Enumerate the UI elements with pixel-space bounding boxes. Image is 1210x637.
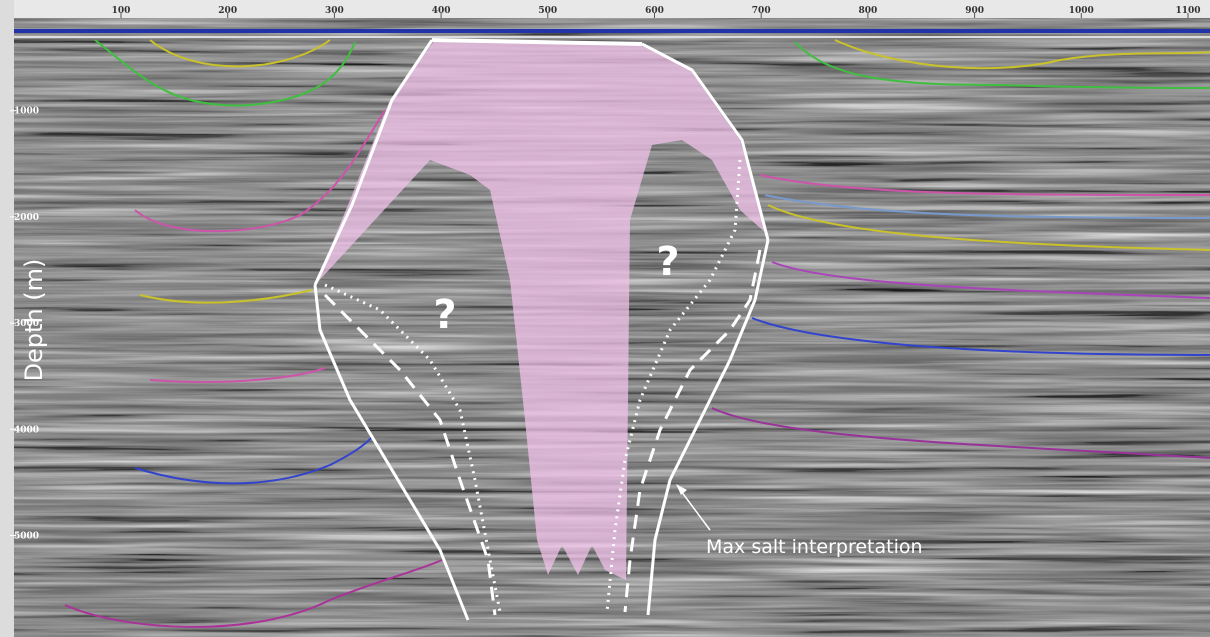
axis-label: Depth (m) [20,259,48,382]
left-tick-label: 4000 [14,425,39,435]
top-tick-label: 700 [752,6,771,16]
salt-top [431,38,643,46]
horizons [64,39,1210,628]
salt-left-flank [313,39,434,286]
callout-label: Max salt interpretation [706,536,923,558]
top-tick-label: 500 [538,6,557,16]
top-tick-label: 600 [645,6,664,16]
left-ruler [0,0,14,637]
top-tick-label: 400 [432,6,451,16]
top-tick-label: 1000 [1069,6,1094,16]
top-tick-label: 800 [859,6,878,16]
top-tick-label: 1100 [1175,6,1200,16]
interpretation-lines [313,159,770,621]
left-tick-label: 1000 [14,107,39,117]
top-tick-label: 100 [112,6,131,16]
top-tick-label: 900 [965,6,984,16]
top-tick-label: 300 [325,6,344,16]
top-ruler [0,0,1210,18]
question-mark: ? [656,239,679,285]
left-tick-label: 3000 [14,319,39,329]
question-mark: ? [433,292,456,338]
left-tick-label: 2000 [14,213,39,223]
salt-right-flank [641,42,770,241]
left-tick-label: 5000 [14,532,39,542]
top-tick-label: 200 [218,6,237,16]
salt-body [315,40,768,580]
